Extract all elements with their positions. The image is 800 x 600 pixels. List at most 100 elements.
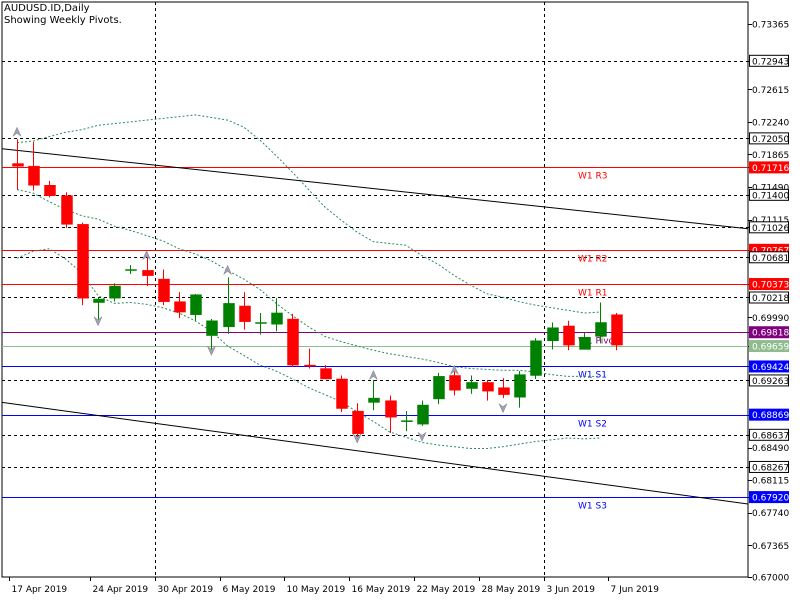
price-tag-box	[749, 326, 789, 339]
fractal-down-arrow	[498, 402, 508, 414]
fractal-down-arrow	[352, 433, 362, 444]
candle-body	[109, 285, 121, 299]
candle-body	[174, 301, 186, 313]
fractal-up-arrow	[222, 264, 233, 276]
price-tag-box	[749, 408, 789, 421]
candle-body	[368, 397, 380, 403]
chart-symbol-title: AUDUSD.ID,Daily	[4, 3, 90, 14]
candle-body	[125, 269, 137, 271]
fractal-down-arrow	[93, 315, 103, 327]
candle-body	[206, 320, 218, 336]
price-tag-box	[749, 278, 789, 291]
y-axis-tick-label: 0.70218	[752, 294, 789, 304]
price-tag-box	[749, 291, 789, 304]
x-axis-tick-label: 16 May 2019	[352, 585, 411, 595]
x-axis-tick-label: 7 Jun 2019	[611, 585, 660, 595]
x-axis-tick-label: 30 Apr 2019	[158, 585, 214, 595]
candle-body	[482, 382, 494, 392]
y-axis-tick-label: 0.68267	[752, 463, 789, 473]
y-axis-tick-label: 0.67920	[752, 494, 789, 504]
y-axis-tick-label: 0.72050	[752, 135, 789, 145]
pivot-label: W1 R3	[578, 172, 607, 182]
candle-body	[336, 378, 348, 409]
candle-body	[563, 325, 575, 346]
candle-body	[401, 420, 413, 422]
trendline	[1, 401, 749, 505]
trendline	[1, 148, 749, 230]
y-axis-tick-label: 0.71716	[752, 164, 789, 174]
candle-body	[352, 410, 364, 434]
fractal-down-arrow	[206, 345, 217, 356]
pivot-label: W1 S3	[578, 502, 607, 512]
price-tag-box	[749, 460, 789, 473]
price-tag-box	[749, 132, 789, 145]
candle-body	[595, 322, 607, 337]
candle-body	[12, 163, 24, 167]
fractal-down-arrow	[417, 431, 427, 442]
y-axis-tick-label: 0.71115	[752, 216, 789, 226]
x-axis-tick-label: 10 May 2019	[287, 585, 346, 595]
price-tag-box	[749, 374, 789, 387]
y-axis-tick-label: 0.68115	[752, 477, 789, 487]
candle-body	[530, 340, 542, 376]
candle-body	[142, 270, 154, 276]
candle-body	[61, 195, 73, 225]
candle-body	[44, 185, 56, 196]
candle-body	[93, 298, 105, 303]
y-axis-tick-label: 0.72240	[752, 118, 789, 128]
y-axis-tick-label: 0.73365	[752, 21, 789, 31]
candle-body	[239, 305, 251, 322]
candle-body	[611, 314, 623, 346]
x-axis-tick-label: 3 Jun 2019	[547, 585, 596, 595]
x-axis-tick-label: 6 May 2019	[223, 585, 276, 595]
price-tag-box	[749, 360, 789, 373]
y-axis-tick-label: 0.71026	[752, 224, 789, 234]
candle-body	[433, 376, 445, 400]
y-axis-tick-label: 0.69818	[752, 329, 789, 339]
y-axis-tick-label: 0.70373	[752, 281, 789, 291]
pivot-label: W1 R1	[578, 289, 607, 299]
candle-body	[223, 303, 235, 328]
y-axis-tick-label: 0.67000	[752, 574, 789, 584]
y-axis-tick-label: 0.69424	[752, 363, 789, 373]
price-tag-box	[749, 188, 789, 201]
price-tag-box	[749, 428, 789, 441]
y-axis-tick-label: 0.69990	[752, 314, 789, 324]
y-axis-tick-label: 0.67365	[752, 542, 789, 552]
candle-body	[158, 278, 170, 302]
x-axis-tick-label: 22 May 2019	[417, 585, 476, 595]
candle-body	[547, 327, 559, 341]
price-tag-box	[749, 491, 789, 504]
y-axis-tick-label: 0.68637	[752, 431, 789, 441]
fractal-up-arrow	[12, 126, 22, 138]
price-tag-box	[749, 251, 789, 264]
pivot-label: W1 Pivot	[578, 337, 618, 347]
current-price-tag	[749, 340, 789, 353]
price-tag-box	[749, 54, 789, 67]
candle-body	[498, 387, 510, 395]
pivot-label: W1 S1	[578, 371, 607, 381]
pivot-label: W1 S2	[578, 420, 607, 430]
chart-subtitle: Showing Weekly Pivots.	[4, 15, 122, 26]
pivot-label: W1 R2	[578, 255, 607, 265]
candle-body	[417, 404, 429, 425]
candle-body	[385, 400, 397, 418]
price-tag-box	[749, 221, 789, 234]
fractal-up-arrow	[141, 250, 152, 261]
candle-body	[271, 312, 283, 325]
y-axis-tick-label: 0.71400	[752, 191, 789, 201]
x-axis-tick-label: 28 May 2019	[482, 585, 541, 595]
y-axis-tick-label: 0.68869	[752, 411, 789, 421]
price-tag-box	[749, 161, 789, 174]
y-axis-tick-label: 0.72615	[752, 86, 789, 96]
y-axis-tick-label: 0.67740	[752, 509, 789, 519]
plot-frame	[1, 1, 749, 578]
y-axis-tick-label: 0.71490	[752, 184, 789, 194]
envelope-lower-line	[16, 248, 601, 449]
x-axis-tick-label: 17 Apr 2019	[12, 585, 68, 595]
y-axis-tick-label: 0.71865	[752, 151, 789, 161]
y-axis-tick-label: 0.72943	[752, 57, 789, 67]
fractal-up-arrow	[449, 364, 460, 376]
candle-body	[579, 337, 591, 350]
